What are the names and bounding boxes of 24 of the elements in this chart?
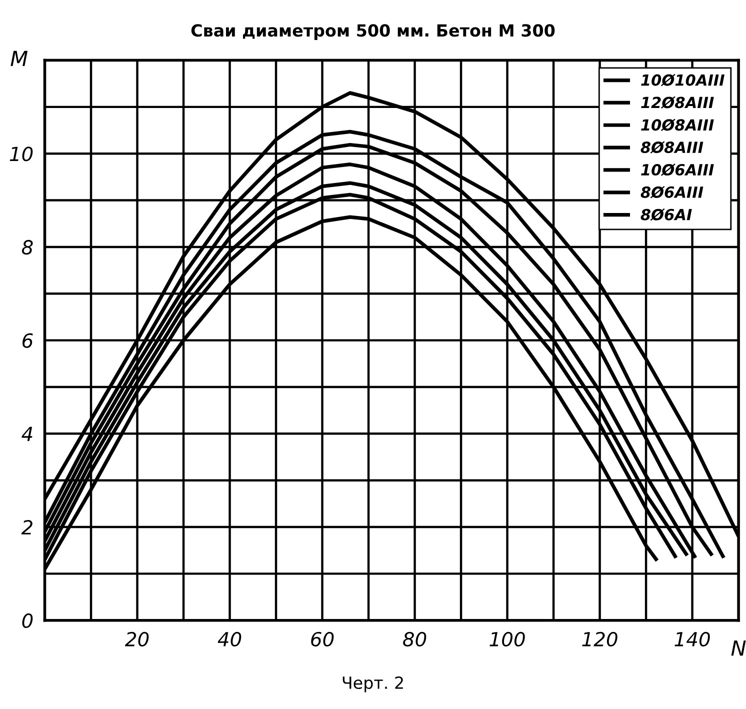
y-tick-label: 0 (22, 613, 33, 628)
y-tick-label: 2 (21, 520, 32, 534)
legend-label: 12Ø8AIII (641, 96, 714, 109)
x-tick-label: 60 (311, 632, 334, 647)
x-tick-label: 20 (124, 632, 149, 647)
y-tick-label: 6 (22, 333, 33, 348)
x-tick-label: 140 (674, 632, 710, 647)
x-axis-title: N (731, 640, 746, 656)
x-tick-label: 120 (582, 632, 618, 647)
x-tick-label: 100 (490, 632, 525, 647)
x-tick-label: 80 (403, 632, 426, 647)
y-axis-title: M (10, 50, 28, 66)
legend-label: 10Ø6AIII (641, 164, 714, 176)
legend-label: 10Ø8AIII (641, 118, 714, 132)
legend-label: 8Ø8AIII (640, 141, 704, 154)
x-tick-label: 40 (218, 632, 242, 647)
text: Черт. 2 (342, 676, 403, 692)
y-tick-label: 4 (22, 426, 32, 442)
legend-label: 8Ø6AIII (640, 186, 704, 198)
y-tick-label: 8 (22, 240, 33, 255)
chart-title: Сваи диаметром 500 мм. Бетон М 300 (191, 24, 555, 40)
y-tick-label: 10 (10, 146, 33, 162)
legend-label: 8Ø6AI (640, 208, 692, 221)
legend-label: 10Ø10AIII (641, 74, 724, 86)
